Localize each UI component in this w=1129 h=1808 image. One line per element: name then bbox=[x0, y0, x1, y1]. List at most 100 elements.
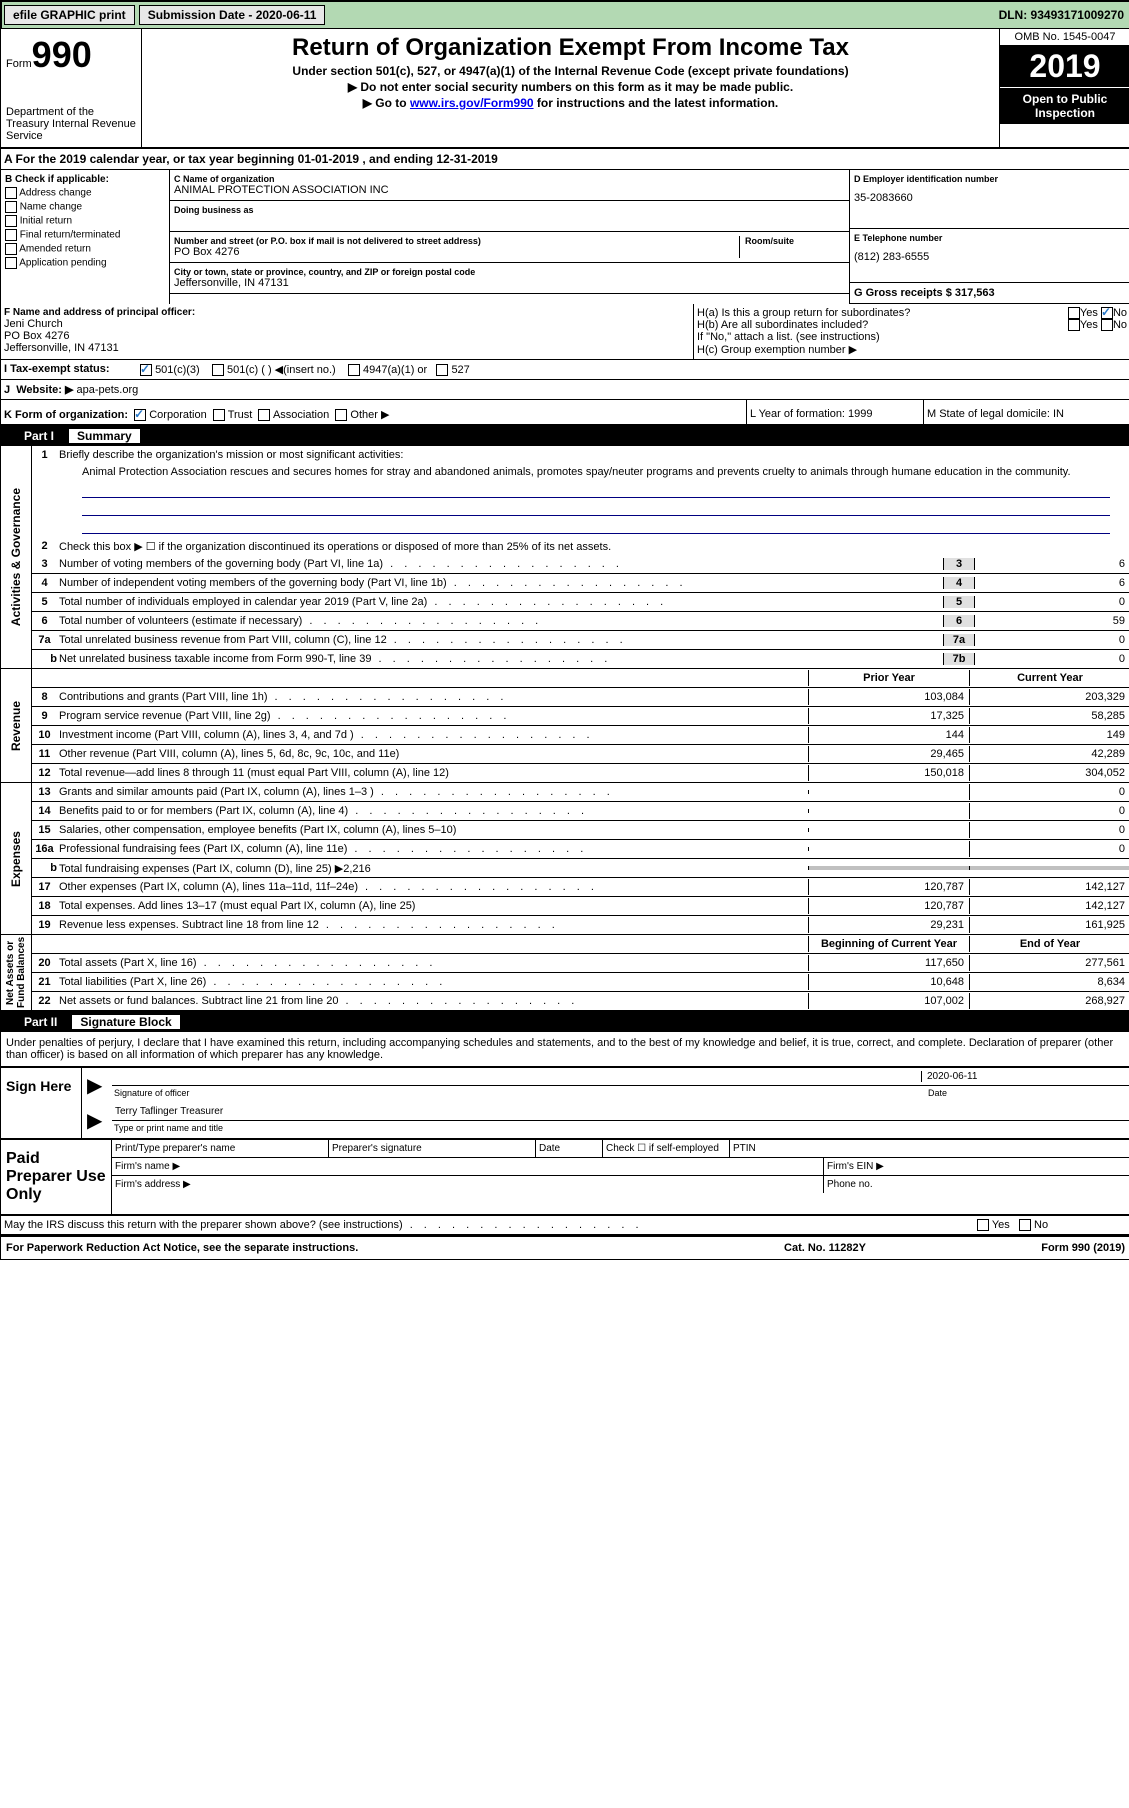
klm-row: K Form of organization: Corporation Trus… bbox=[1, 400, 1129, 426]
line-9-text: Program service revenue (Part VIII, line… bbox=[57, 708, 808, 724]
taxexempt-options: 501(c)(3) 501(c) ( ) ◀(insert no.) 4947(… bbox=[137, 360, 1129, 379]
discuss-no-checkbox[interactable] bbox=[1019, 1219, 1031, 1231]
form-990-number: 990 bbox=[32, 34, 92, 75]
title-box: Return of Organization Exempt From Incom… bbox=[142, 29, 999, 147]
line-19-current: 161,925 bbox=[969, 917, 1129, 933]
line-15-current: 0 bbox=[969, 822, 1129, 838]
check-association[interactable] bbox=[258, 409, 270, 421]
check-trust[interactable] bbox=[213, 409, 225, 421]
hb-yes-checkbox[interactable] bbox=[1068, 319, 1080, 331]
mission-description: Animal Protection Association rescues an… bbox=[32, 464, 1129, 480]
line-20-prior: 117,650 bbox=[808, 955, 969, 971]
dln-label: DLN: 93493171009270 bbox=[999, 8, 1129, 22]
check-527[interactable] bbox=[436, 364, 448, 376]
box-l: L Year of formation: 1999 bbox=[747, 400, 924, 424]
line-7a-text: Total unrelated business revenue from Pa… bbox=[57, 632, 943, 648]
line-18-prior: 120,787 bbox=[808, 898, 969, 914]
check-corporation[interactable] bbox=[134, 409, 146, 421]
line-18-current: 142,127 bbox=[969, 898, 1129, 914]
dept-label: Department of the Treasury Internal Reve… bbox=[6, 106, 136, 142]
part-i-title: Summary bbox=[69, 429, 140, 443]
line-16a-current: 0 bbox=[969, 841, 1129, 857]
line-10-text: Investment income (Part VIII, column (A)… bbox=[57, 727, 808, 743]
blank-line-2 bbox=[82, 501, 1110, 516]
efile-button[interactable]: efile GRAPHIC print bbox=[4, 5, 135, 25]
hc-label: H(c) Group exemption number ▶ bbox=[697, 343, 1127, 356]
sign-arrow-icon: ▶ bbox=[82, 1068, 112, 1103]
line-3-boxnum: 3 bbox=[943, 558, 975, 570]
top-bar: efile GRAPHIC print Submission Date - 20… bbox=[1, 1, 1129, 29]
public-inspection-label: Open to Public Inspection bbox=[1000, 87, 1129, 124]
governance-section: Activities & Governance 1 Briefly descri… bbox=[1, 446, 1129, 669]
city-box: City or town, state or province, country… bbox=[170, 263, 849, 294]
part-ii-header: Part II Signature Block bbox=[1, 1012, 1129, 1032]
line-10-prior: 144 bbox=[808, 727, 969, 743]
f-label: F Name and address of principal officer: bbox=[4, 307, 195, 318]
address-box: Number and street (or P.O. box if mail i… bbox=[170, 232, 849, 263]
line-15-text: Salaries, other compensation, employee b… bbox=[57, 822, 808, 838]
ha-label: H(a) Is this a group return for subordin… bbox=[697, 307, 1068, 319]
dba-label: Doing business as bbox=[174, 205, 845, 215]
line-8-text: Contributions and grants (Part VIII, lin… bbox=[57, 689, 808, 705]
subtitle-2: ▶ Do not enter social security numbers o… bbox=[152, 80, 989, 94]
line-3-value: 6 bbox=[975, 558, 1129, 570]
line-17-current: 142,127 bbox=[969, 879, 1129, 895]
blank-line-3 bbox=[82, 519, 1110, 534]
column-c: C Name of organization ANIMAL PROTECTION… bbox=[170, 170, 849, 304]
line-12-text: Total revenue—add lines 8 through 11 (mu… bbox=[57, 765, 808, 781]
line-7b-text: Net unrelated business taxable income fr… bbox=[57, 651, 943, 667]
prep-sig-label: Preparer's signature bbox=[329, 1140, 536, 1157]
ein-value: 35-2083660 bbox=[854, 192, 1126, 204]
form-number-box: Form990 Department of the Treasury Inter… bbox=[1, 29, 142, 147]
ein-label: D Employer identification number bbox=[854, 174, 1126, 184]
line-4-text: Number of independent voting members of … bbox=[57, 575, 943, 591]
self-employed-check[interactable]: Check ☐ if self-employed bbox=[603, 1140, 730, 1157]
check-501c3[interactable] bbox=[140, 364, 152, 376]
hb-no-checkbox[interactable] bbox=[1101, 319, 1113, 331]
typed-name-value: Terry Taflinger Treasurer bbox=[112, 1103, 1129, 1121]
ha-yes-checkbox[interactable] bbox=[1068, 307, 1080, 319]
discuss-yes-checkbox[interactable] bbox=[977, 1219, 989, 1231]
check-other[interactable] bbox=[335, 409, 347, 421]
line-14-text: Benefits paid to or for members (Part IX… bbox=[57, 803, 808, 819]
line-5-boxnum: 5 bbox=[943, 596, 975, 608]
sub3-post: for instructions and the latest informat… bbox=[534, 96, 779, 110]
line-20-current: 277,561 bbox=[969, 955, 1129, 971]
line-16b-prior bbox=[808, 866, 969, 870]
ein-box: D Employer identification number 35-2083… bbox=[850, 170, 1129, 229]
check-501c[interactable] bbox=[212, 364, 224, 376]
section-bcd: B Check if applicable: Address change Na… bbox=[1, 170, 1129, 304]
line-17-text: Other expenses (Part IX, column (A), lin… bbox=[57, 879, 808, 895]
check-final-return[interactable]: Final return/terminated bbox=[5, 229, 165, 241]
tax-exempt-row: I Tax-exempt status: 501(c)(3) 501(c) ( … bbox=[1, 360, 1129, 380]
line-21-prior: 10,648 bbox=[808, 974, 969, 990]
address-value: PO Box 4276 bbox=[174, 246, 739, 258]
check-amended-return[interactable]: Amended return bbox=[5, 243, 165, 255]
check-app-pending[interactable]: Application pending bbox=[5, 257, 165, 269]
line-19-prior: 29,231 bbox=[808, 917, 969, 933]
prep-date-label: Date bbox=[536, 1140, 603, 1157]
check-address-change[interactable]: Address change bbox=[5, 187, 165, 199]
sign-arrow-icon-2: ▶ bbox=[82, 1103, 112, 1138]
fh-row: F Name and address of principal officer:… bbox=[1, 304, 1129, 360]
line-15-prior bbox=[808, 828, 969, 832]
ptin-label: PTIN bbox=[730, 1140, 1129, 1157]
check-4947[interactable] bbox=[348, 364, 360, 376]
irs-link[interactable]: www.irs.gov/Form990 bbox=[410, 96, 534, 110]
line-5-value: 0 bbox=[975, 596, 1129, 608]
column-b: B Check if applicable: Address change Na… bbox=[1, 170, 170, 304]
revenue-section: Revenue Prior Year Current Year 8Contrib… bbox=[1, 669, 1129, 783]
check-initial-return[interactable]: Initial return bbox=[5, 215, 165, 227]
part-i-num: Part I bbox=[9, 429, 69, 443]
line-8-current: 203,329 bbox=[969, 689, 1129, 705]
sig-officer-label: Signature of officer bbox=[114, 1088, 928, 1098]
ha-no-checkbox[interactable] bbox=[1101, 307, 1113, 319]
typed-name-label: Type or print name and title bbox=[112, 1121, 1129, 1135]
box-f: F Name and address of principal officer:… bbox=[1, 304, 694, 359]
form-title: Return of Organization Exempt From Incom… bbox=[152, 34, 989, 62]
phone-box: E Telephone number (812) 283-6555 bbox=[850, 229, 1129, 283]
sidebar-governance: Activities & Governance bbox=[9, 488, 23, 626]
submission-date-button[interactable]: Submission Date - 2020-06-11 bbox=[139, 5, 326, 25]
netassets-section: Net Assets or Fund Balances Beginning of… bbox=[1, 935, 1129, 1012]
check-name-change[interactable]: Name change bbox=[5, 201, 165, 213]
